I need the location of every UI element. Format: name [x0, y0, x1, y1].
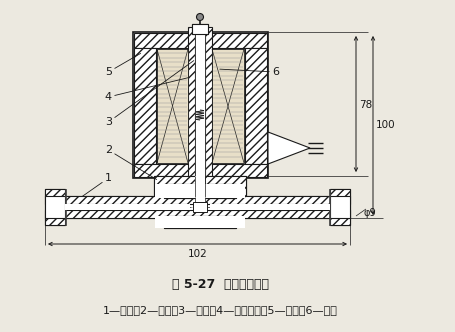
- Bar: [196, 29, 204, 109]
- Bar: [134, 33, 267, 48]
- Text: 78: 78: [359, 100, 372, 110]
- Polygon shape: [268, 132, 310, 164]
- Text: 图 5-27  直动式电磁阀: 图 5-27 直动式电磁阀: [172, 278, 268, 290]
- Text: φ9: φ9: [364, 208, 377, 218]
- Bar: [45, 196, 350, 218]
- Bar: [65, 189, 66, 225]
- Bar: [45, 196, 350, 204]
- Bar: [45, 189, 65, 196]
- Bar: [164, 184, 236, 198]
- Bar: [196, 121, 204, 200]
- Bar: [157, 49, 188, 163]
- Text: 1: 1: [82, 173, 112, 197]
- Bar: [330, 218, 350, 225]
- Bar: [134, 48, 156, 164]
- Circle shape: [197, 14, 203, 21]
- Text: 4: 4: [105, 78, 188, 102]
- Bar: [188, 27, 195, 202]
- Bar: [164, 216, 236, 228]
- Text: 3: 3: [105, 61, 194, 127]
- Bar: [245, 48, 267, 164]
- Bar: [195, 176, 205, 197]
- Bar: [164, 184, 236, 198]
- Bar: [192, 24, 208, 34]
- Bar: [329, 189, 330, 225]
- Bar: [192, 24, 208, 34]
- Bar: [133, 32, 268, 178]
- Text: 1—阀体；2—阀座；3—铁芯；4—隔磁套管；5—线圈；6—弹簧: 1—阀体；2—阀座；3—铁芯；4—隔磁套管；5—线圈；6—弹簧: [102, 305, 338, 315]
- Text: 5: 5: [105, 53, 141, 77]
- Bar: [205, 27, 212, 202]
- Bar: [65, 204, 190, 210]
- Bar: [134, 164, 267, 177]
- Text: 102: 102: [187, 249, 207, 259]
- Text: 6: 6: [220, 67, 279, 77]
- Text: 100: 100: [376, 120, 396, 130]
- Bar: [155, 184, 245, 198]
- Bar: [154, 176, 246, 197]
- Bar: [154, 176, 246, 197]
- Bar: [155, 216, 245, 228]
- Bar: [193, 202, 207, 212]
- Bar: [330, 189, 350, 196]
- Bar: [212, 49, 244, 163]
- Bar: [330, 189, 350, 225]
- Bar: [195, 27, 205, 202]
- Bar: [164, 216, 236, 228]
- Bar: [210, 204, 330, 210]
- Bar: [45, 210, 350, 218]
- Bar: [45, 189, 65, 225]
- Text: 2: 2: [105, 145, 157, 180]
- Bar: [45, 218, 65, 225]
